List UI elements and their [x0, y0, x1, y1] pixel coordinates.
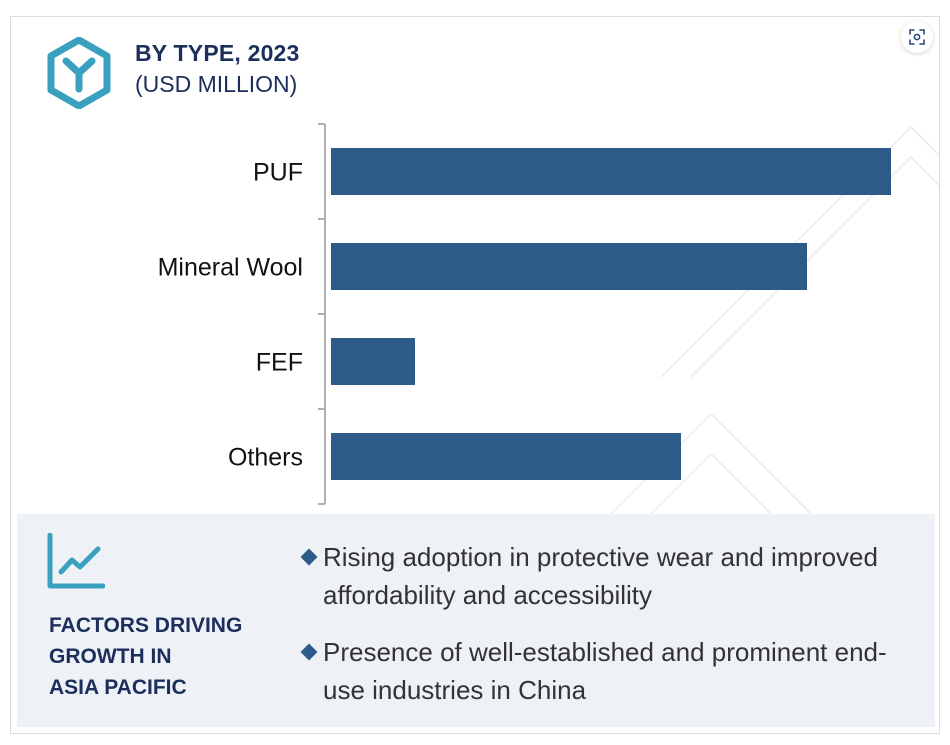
bar-mineral-wool: [331, 243, 807, 290]
factors-title-line: FACTORS DRIVING: [49, 614, 243, 637]
growth-factors-panel: FACTORS DRIVING GROWTH IN ASIA PACIFIC R…: [17, 514, 935, 727]
category-label: PUF: [253, 159, 303, 187]
category-label: FEF: [256, 349, 303, 377]
factors-title-line: GROWTH IN: [49, 645, 172, 668]
trend-line-chart-icon: [47, 533, 105, 589]
bar-others: [331, 433, 681, 480]
bar-chart: PUF Mineral Wool FEF Others: [158, 123, 891, 505]
bar-puf: [331, 148, 891, 195]
chart-subtitle: (USD MILLION): [135, 71, 298, 97]
market-infographic-card: BY TYPE, 2023 (USD MILLION) PUF Mineral W…: [10, 16, 940, 734]
expand-button[interactable]: [901, 21, 933, 53]
background-decoration: [610, 125, 939, 515]
factors-title-line: ASIA PACIFIC: [49, 676, 187, 699]
category-axis: [318, 123, 326, 505]
factor-text: Presence of well-established and promine…: [323, 637, 887, 705]
factors-list: Rising adoption in protective wear and i…: [299, 538, 899, 728]
factor-text: Rising adoption in protective wear and i…: [323, 542, 878, 610]
chart-title: BY TYPE, 2023: [135, 40, 300, 66]
diamond-bullet-icon: [300, 548, 318, 566]
factor-item: Presence of well-established and promine…: [299, 633, 899, 709]
bar-series: [331, 148, 891, 480]
category-label: Mineral Wool: [158, 254, 303, 282]
category-label: Others: [228, 444, 303, 472]
diamond-bullet-icon: [300, 643, 318, 661]
factors-title: FACTORS DRIVING GROWTH IN ASIA PACIFIC: [49, 610, 242, 703]
cube-logo-icon: [47, 37, 111, 109]
fullscreen-focus-icon: [909, 29, 925, 45]
bar-fef: [331, 338, 415, 385]
factor-item: Rising adoption in protective wear and i…: [299, 538, 899, 614]
category-labels: PUF Mineral Wool FEF Others: [158, 159, 303, 472]
